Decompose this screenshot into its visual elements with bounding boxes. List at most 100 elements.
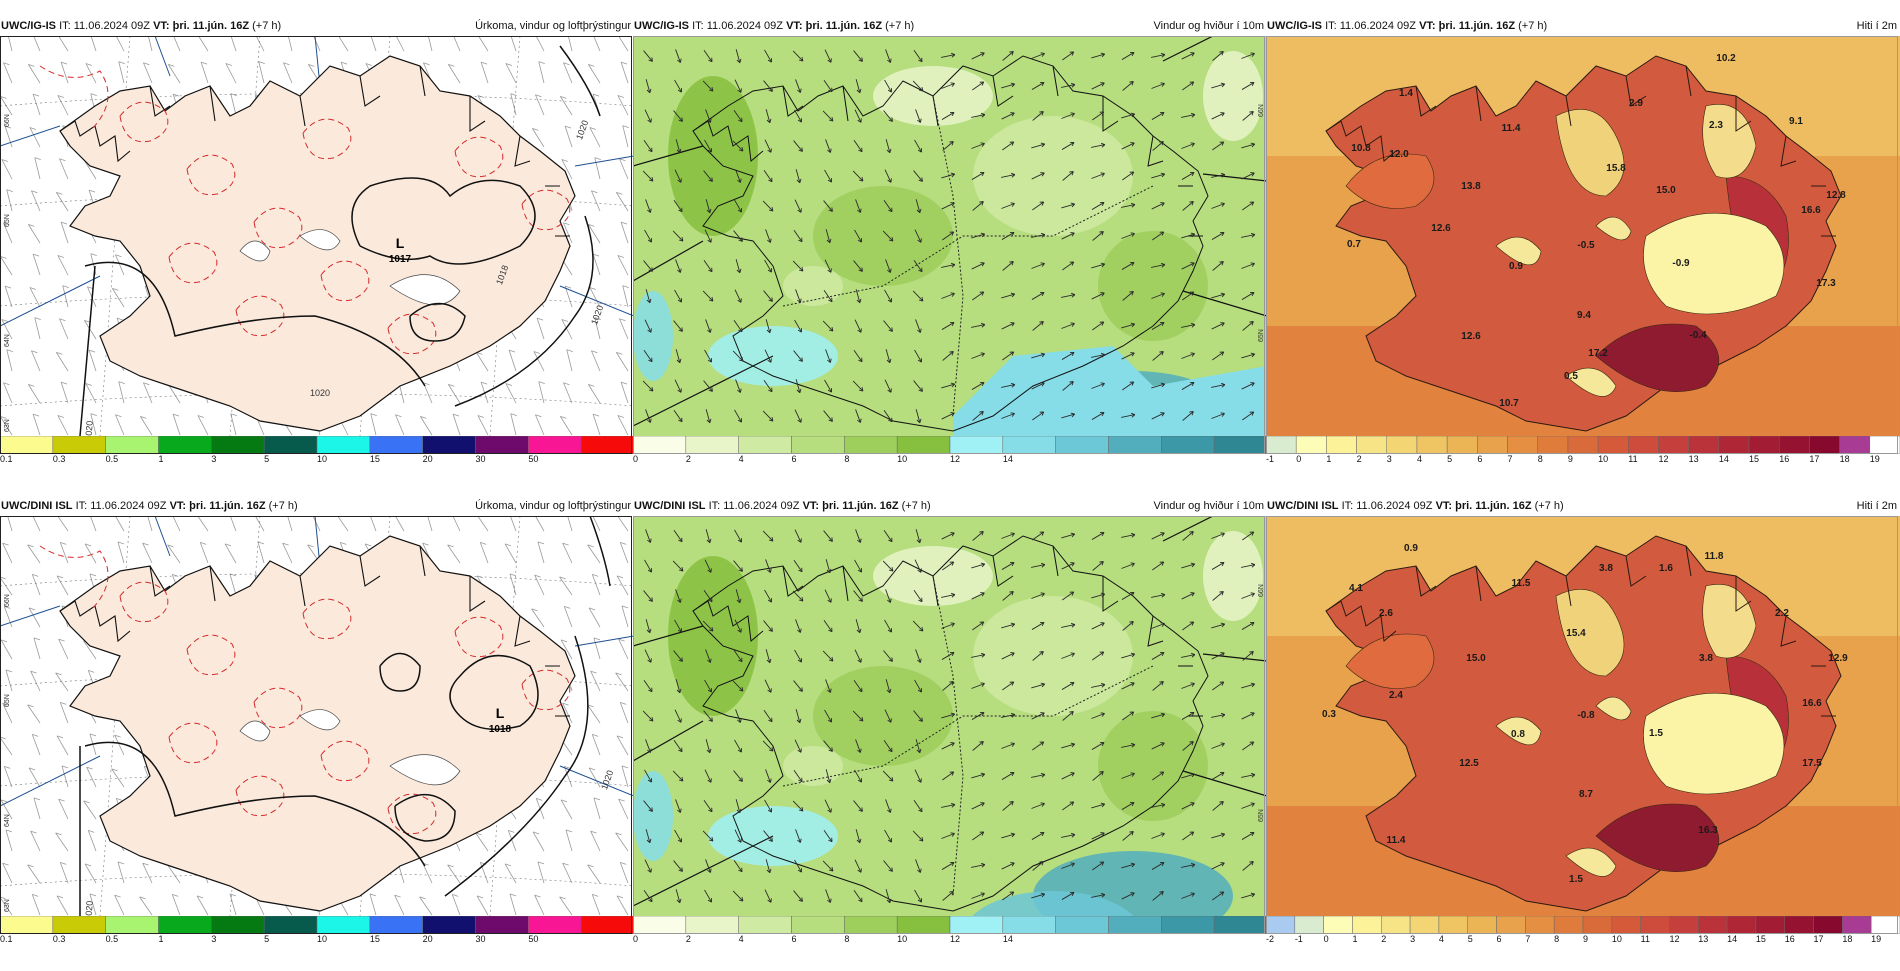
colorbar-tick-label: 1 xyxy=(159,454,164,464)
colorbar-swatch xyxy=(1056,916,1109,934)
it-label: IT: xyxy=(692,20,704,32)
panel-header: UWC/DINI ISL IT: 11.06.2024 09Z VT: þri.… xyxy=(1,497,631,516)
model-name: UWC/IG-IS xyxy=(1267,20,1322,32)
colorbar-swatch xyxy=(1295,916,1324,934)
colorbar-swatch xyxy=(1324,916,1353,934)
init-time: 11.06.2024 09Z xyxy=(1340,20,1416,32)
temperature-value: 4.1 xyxy=(1349,583,1363,594)
colorbar-tick-label: 3 xyxy=(211,934,216,944)
colorbar-swatch xyxy=(1003,916,1056,934)
map-panel-0-2: UWC/IG-IS IT: 11.06.2024 09Z VT: þri. 11… xyxy=(1266,17,1900,491)
model-name: UWC/DINI ISL xyxy=(634,500,706,512)
colorbar-tick-label: 3 xyxy=(1410,934,1415,944)
colorbar-swatch xyxy=(1326,436,1356,454)
colorbar-tick-label: 16 xyxy=(1779,454,1789,464)
lead-time: (+7 h) xyxy=(252,20,281,32)
colorbar-swatch xyxy=(476,916,529,934)
colorbar-swatch xyxy=(1785,916,1814,934)
colorbar-tick-label: 9 xyxy=(1583,934,1588,944)
lead-time: (+7 h) xyxy=(1535,500,1564,512)
colorbar-tick-label: 12 xyxy=(950,454,960,464)
colorbar-tick-label: 4 xyxy=(739,454,744,464)
field-title: Hiti í 2m xyxy=(1857,497,1897,516)
lead-time: (+7 h) xyxy=(269,500,298,512)
colorbar-tick-label: 0.1 xyxy=(0,934,13,944)
colorbar-swatch xyxy=(264,436,317,454)
valid-time: þri. 11.jún. 16Z xyxy=(1455,500,1531,512)
temperature-zone xyxy=(1644,693,1785,794)
temperature-value: 16.3 xyxy=(1698,825,1718,836)
colorbar-tick-label: 2 xyxy=(686,454,691,464)
colorbar-swatch xyxy=(792,436,845,454)
temperature-value: 16.6 xyxy=(1801,205,1821,216)
temperature-value: -0.4 xyxy=(1689,330,1707,341)
colorbar-swatch xyxy=(1809,436,1839,454)
lead-time: (+7 h) xyxy=(902,500,931,512)
field-title: Úrkoma, vindur og loftþrýstingur xyxy=(475,497,631,516)
colorbar-tick-label: 17 xyxy=(1809,454,1819,464)
colorbar-swatch xyxy=(211,916,264,934)
colorbar-swatch xyxy=(1689,436,1719,454)
colorbar-svg xyxy=(1266,436,1900,454)
temperature-value: -0.9 xyxy=(1672,258,1690,269)
colorbar-swatch xyxy=(106,436,159,454)
temperature-value: 2.6 xyxy=(1379,608,1393,619)
temperature-value: 1.5 xyxy=(1569,874,1583,885)
colorbar-swatch xyxy=(1468,916,1497,934)
temperature-value: 10.7 xyxy=(1499,398,1519,409)
wind-speed-area xyxy=(1203,51,1263,141)
model-name: UWC/DINI ISL xyxy=(1267,500,1339,512)
latitude-label: 64N xyxy=(4,334,11,347)
colorbar-tick-label: 0.5 xyxy=(106,454,119,464)
latitude-label: 63N xyxy=(4,899,11,912)
colorbar-tick-label: 14 xyxy=(1727,934,1737,944)
temperature-value: 17.3 xyxy=(1816,278,1836,289)
colorbar-swatch xyxy=(1669,916,1698,934)
colorbar-tick-label: 5 xyxy=(1447,454,1452,464)
model-name: UWC/DINI ISL xyxy=(1,500,73,512)
colorbar-tick-label: 4 xyxy=(1417,454,1422,464)
temperature-value: 0.9 xyxy=(1509,261,1523,272)
vt-label: VT: xyxy=(786,20,803,32)
colorbar-swatch xyxy=(1641,916,1670,934)
colorbar xyxy=(0,436,634,454)
temperature-value: 12.9 xyxy=(1828,653,1848,664)
temperature-value: 2.9 xyxy=(1629,98,1643,109)
colorbar-swatch xyxy=(1628,436,1658,454)
colorbar-tick-label: 11 xyxy=(1628,454,1637,464)
latitude-label: 64N xyxy=(4,814,11,827)
colorbar-swatch xyxy=(53,916,106,934)
colorbar xyxy=(633,916,1267,934)
temperature-zone xyxy=(1644,213,1785,314)
init-time: 11.06.2024 09Z xyxy=(707,20,783,32)
colorbar-swatch xyxy=(686,916,739,934)
colorbar-swatch xyxy=(1840,436,1870,454)
temperature-value: 12.6 xyxy=(1461,331,1481,342)
colorbar-tick-label: 14 xyxy=(1003,934,1013,944)
colorbar-tick-label: -2 xyxy=(1266,934,1274,944)
isobar-label: 1020 xyxy=(83,900,95,916)
colorbar-tick-label: 0 xyxy=(1296,454,1301,464)
colorbar-tick-label: 12 xyxy=(1669,934,1679,944)
colorbar-swatch xyxy=(1214,916,1267,934)
colorbar-swatch xyxy=(1779,436,1809,454)
field-title: Vindur og hviður í 10m xyxy=(1154,17,1264,36)
colorbar-swatch xyxy=(1719,436,1749,454)
colorbar-tick-label: -1 xyxy=(1295,934,1303,944)
temperature-value: 1.5 xyxy=(1649,728,1663,739)
colorbar-tick-label: 5 xyxy=(264,934,269,944)
temperature-value: 17.5 xyxy=(1802,758,1822,769)
init-time: 11.06.2024 09Z xyxy=(90,500,166,512)
init-time: 11.06.2024 09Z xyxy=(74,20,150,32)
valid-time: þri. 11.jún. 16Z xyxy=(189,500,265,512)
it-label: IT: xyxy=(59,20,71,32)
temperature-value: 12.6 xyxy=(1431,223,1451,234)
colorbar-tick-label: 0.3 xyxy=(53,454,66,464)
temperature-value: 8.7 xyxy=(1579,789,1593,800)
colorbar-swatch xyxy=(1381,916,1410,934)
map-panel-0-0: UWC/IG-IS IT: 11.06.2024 09Z VT: þri. 11… xyxy=(0,17,634,491)
